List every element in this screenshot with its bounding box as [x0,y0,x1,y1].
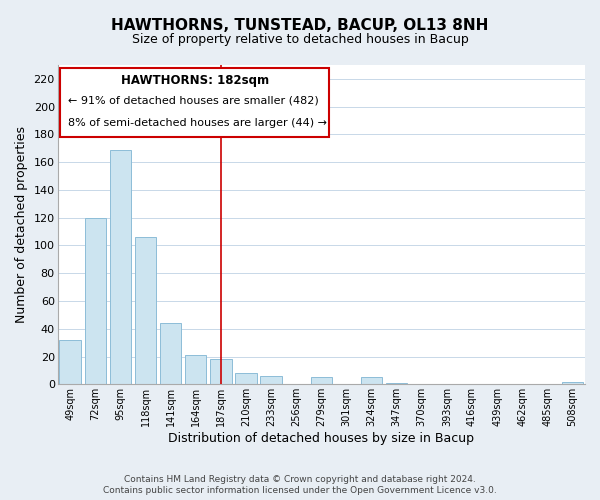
Bar [235,373,257,384]
Text: Contains HM Land Registry data © Crown copyright and database right 2024.: Contains HM Land Registry data © Crown c… [124,475,476,484]
X-axis label: Distribution of detached houses by size in Bacup: Distribution of detached houses by size … [168,432,474,445]
Text: ← 91% of detached houses are smaller (482): ← 91% of detached houses are smaller (48… [68,96,319,106]
Text: HAWTHORNS: 182sqm: HAWTHORNS: 182sqm [121,74,269,87]
Y-axis label: Number of detached properties: Number of detached properties [15,126,28,323]
Bar [386,383,407,384]
FancyBboxPatch shape [60,68,329,137]
Text: 8% of semi-detached houses are larger (44) →: 8% of semi-detached houses are larger (4… [68,118,327,128]
Bar [160,323,181,384]
Bar [110,150,131,384]
Bar [562,382,583,384]
Bar [85,218,106,384]
Bar [311,378,332,384]
Bar [210,360,232,384]
Text: Size of property relative to detached houses in Bacup: Size of property relative to detached ho… [131,32,469,46]
Text: Contains public sector information licensed under the Open Government Licence v3: Contains public sector information licen… [103,486,497,495]
Bar [185,355,206,384]
Bar [260,376,282,384]
Text: HAWTHORNS, TUNSTEAD, BACUP, OL13 8NH: HAWTHORNS, TUNSTEAD, BACUP, OL13 8NH [112,18,488,32]
Bar [135,237,156,384]
Bar [361,378,382,384]
Bar [59,340,81,384]
